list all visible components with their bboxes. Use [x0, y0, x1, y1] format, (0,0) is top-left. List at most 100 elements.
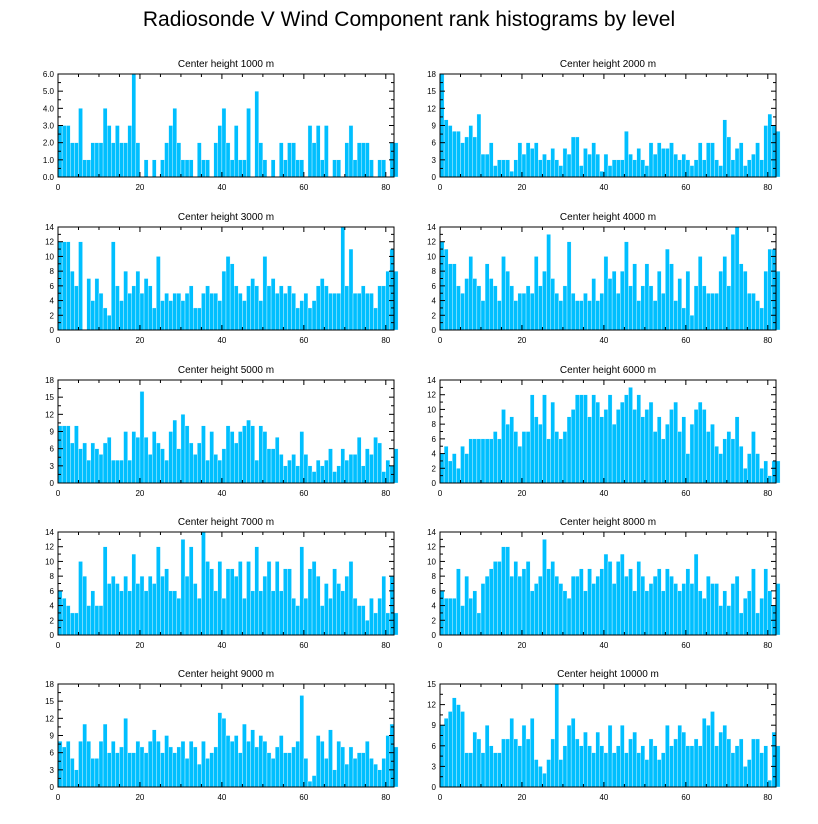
histogram-bar	[258, 590, 264, 636]
histogram-bar	[111, 575, 116, 636]
histogram-bar	[352, 293, 358, 331]
y-tick-label: 10	[427, 252, 436, 261]
histogram-bar	[373, 307, 378, 331]
y-tick-label: 6.0	[43, 70, 55, 79]
histogram-bar	[283, 159, 288, 178]
x-tick-label: 60	[681, 793, 690, 802]
histogram-bar	[575, 738, 580, 788]
y-tick-label: 0	[432, 326, 437, 335]
histogram-bar	[139, 293, 145, 331]
histogram-bar	[295, 605, 300, 636]
histogram-bar	[172, 752, 178, 788]
y-tick-label: 5.0	[43, 87, 55, 96]
histogram-bar	[78, 448, 83, 484]
histogram-bar	[180, 159, 186, 178]
histogram-bar	[106, 583, 112, 636]
histogram-bar	[505, 423, 510, 484]
histogram-bar	[775, 460, 781, 484]
histogram-bar	[209, 752, 214, 788]
histogram-bar	[505, 546, 510, 636]
histogram-bar	[505, 159, 510, 178]
histogram-bar	[624, 575, 629, 636]
histogram-bar	[287, 142, 292, 178]
histogram-bar	[751, 153, 756, 178]
histogram-bar	[464, 453, 469, 484]
histogram-bar	[583, 731, 588, 788]
y-tick-label: 9	[432, 721, 437, 730]
histogram-bar	[710, 583, 715, 636]
histogram-bar	[734, 575, 740, 636]
histogram-bar	[213, 746, 218, 788]
histogram-bar	[299, 431, 305, 484]
x-tick-label: 40	[599, 489, 608, 498]
histogram-bar	[119, 590, 124, 636]
histogram-bar	[677, 725, 682, 788]
histogram-bar	[209, 568, 214, 636]
histogram-bar	[550, 401, 555, 484]
histogram-bar	[484, 263, 490, 331]
histogram-bar	[135, 583, 141, 636]
x-tick-label: 20	[517, 641, 526, 650]
histogram-bar	[652, 745, 658, 788]
histogram-bar	[184, 575, 190, 636]
histogram-bar	[143, 590, 149, 636]
histogram-bar	[542, 270, 547, 331]
histogram-bar	[385, 735, 391, 788]
histogram-bar	[139, 575, 145, 636]
y-tick-label: 10	[427, 557, 436, 566]
histogram-bar	[188, 159, 194, 178]
histogram-bar	[340, 448, 346, 484]
y-tick-label: 3	[50, 462, 55, 471]
histogram-bar	[164, 293, 169, 331]
histogram-bar	[525, 431, 531, 484]
histogram-bar	[517, 745, 523, 788]
x-tick-label: 40	[217, 793, 226, 802]
histogram-bar	[139, 746, 145, 788]
histogram-bar	[718, 165, 723, 178]
histogram-bar	[61, 598, 67, 636]
histogram-bar	[710, 142, 715, 178]
histogram-bar	[734, 416, 740, 484]
histogram-bar	[115, 459, 120, 484]
histogram-bar	[493, 752, 498, 788]
histogram-bar	[111, 459, 116, 484]
histogram-bar	[566, 241, 572, 331]
x-tick-label: 80	[381, 793, 390, 802]
histogram-bar	[78, 741, 83, 788]
histogram-bar	[324, 758, 329, 788]
histogram-bar	[176, 142, 182, 178]
histogram-bar	[74, 769, 79, 788]
histogram-bar	[123, 718, 128, 788]
histogram-bar	[767, 248, 773, 331]
histogram-bar	[497, 159, 502, 178]
histogram-bar	[464, 136, 469, 178]
histogram-bar	[184, 293, 190, 331]
histogram-bar	[279, 735, 284, 788]
x-tick-label: 20	[135, 183, 144, 192]
histogram-bar	[156, 256, 161, 331]
histogram-bar	[381, 758, 386, 788]
histogram-bar	[767, 113, 773, 178]
histogram-bar	[603, 256, 609, 331]
histogram-bar	[320, 605, 325, 636]
histogram-bar	[193, 307, 198, 331]
histogram-bar	[135, 741, 141, 788]
histogram-bar	[70, 270, 75, 331]
histogram-bar	[452, 453, 457, 484]
histogram-bar	[393, 612, 399, 636]
histogram-bar	[307, 781, 313, 788]
histogram-bar	[201, 531, 206, 636]
histogram-bar	[714, 745, 719, 788]
histogram-bar	[393, 142, 399, 178]
histogram-bar	[328, 293, 333, 331]
x-tick-label: 60	[299, 641, 308, 650]
panel-title: Center height 2000 m	[560, 59, 656, 70]
histogram-bar	[743, 468, 748, 484]
histogram-bar	[340, 746, 346, 788]
histogram-bar	[348, 746, 354, 788]
histogram-bar	[665, 568, 670, 636]
histogram-bar	[468, 752, 473, 788]
histogram-bar	[311, 561, 317, 636]
histogram-bar	[767, 475, 773, 484]
histogram-bar	[303, 598, 309, 636]
